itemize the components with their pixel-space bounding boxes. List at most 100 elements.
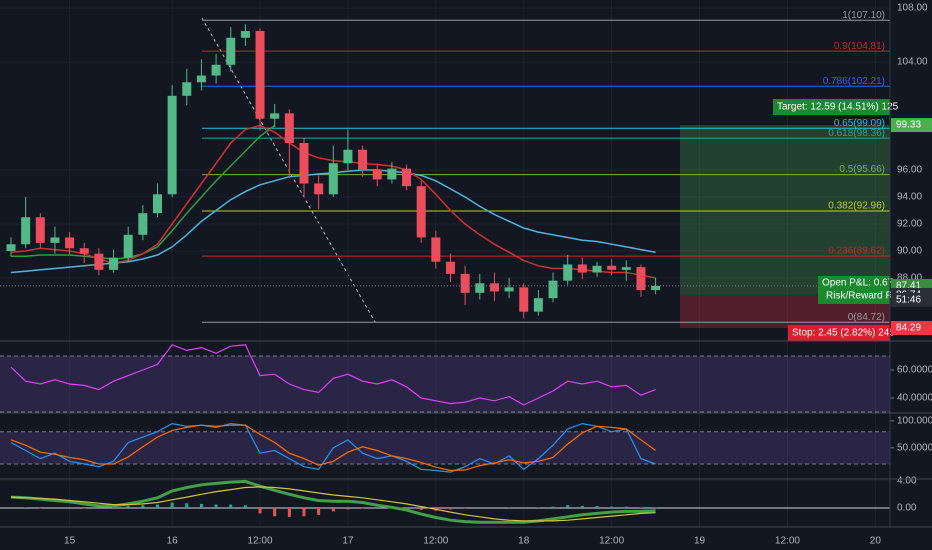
histogram-bar xyxy=(361,507,365,509)
histogram-bar xyxy=(405,507,409,509)
candle-body xyxy=(489,283,499,292)
histogram-bar xyxy=(185,503,189,508)
histogram-bar xyxy=(273,507,277,517)
y-tick-label: 0.00 xyxy=(897,503,917,514)
indicator-line xyxy=(10,424,656,472)
x-tick-label: 15 xyxy=(64,536,76,547)
histogram-bar xyxy=(317,507,321,515)
histogram-bar xyxy=(38,507,42,509)
candle-body xyxy=(65,237,75,249)
candle-body xyxy=(504,287,514,292)
candle-body xyxy=(123,234,133,258)
histogram-bar xyxy=(112,507,116,508)
histogram-bar xyxy=(214,504,218,508)
candle-body xyxy=(475,283,485,293)
timer-box xyxy=(891,292,932,307)
candle-body xyxy=(255,31,265,119)
stop-label: Stop: 2.45 (2.82%) 245 xyxy=(792,328,895,339)
candle-body xyxy=(651,285,661,291)
countdown-timer: 51:46 xyxy=(896,295,921,306)
histogram-bar xyxy=(580,505,584,508)
pnl-box xyxy=(818,275,890,304)
y-tick-label: 50.0000 xyxy=(897,442,932,453)
x-tick-label: 12:00 xyxy=(599,536,624,547)
candle-body xyxy=(182,82,192,96)
histogram-bar xyxy=(507,507,511,508)
histogram-bar xyxy=(126,505,130,508)
fib-label: 0.382(92.96) xyxy=(828,201,885,212)
histogram-bar xyxy=(331,507,335,512)
histogram-bar xyxy=(610,506,614,508)
x-tick-label: 12:00 xyxy=(248,536,273,547)
fib-label: 0.618(98.36) xyxy=(828,128,885,139)
histogram-bar xyxy=(287,507,291,517)
y-tick-label: 108.00 xyxy=(897,3,928,14)
candle-body xyxy=(460,273,470,293)
candle-body xyxy=(387,168,397,180)
candle-body xyxy=(328,163,338,195)
target-label: Target: 12.59 (14.51%) 125 xyxy=(777,102,899,113)
candle-body xyxy=(519,287,529,312)
fib-label: 1(107.10) xyxy=(842,10,885,21)
histogram-bar xyxy=(229,504,233,508)
y-tick-label: 100.0000 xyxy=(897,416,932,427)
target-zone xyxy=(680,125,890,295)
histogram-bar xyxy=(624,506,628,508)
histogram-bar xyxy=(654,507,658,508)
macd-line xyxy=(10,486,656,522)
candle-body xyxy=(314,183,324,195)
indicator-band xyxy=(0,356,890,412)
candle-body xyxy=(270,113,280,119)
candle-body xyxy=(607,265,617,270)
x-tick-label: 20 xyxy=(870,536,882,547)
histogram-bar xyxy=(155,504,159,508)
histogram-bar xyxy=(302,507,306,517)
candle-body xyxy=(445,261,455,274)
histogram-bar xyxy=(24,507,28,508)
y-tick-label: 4.00 xyxy=(897,475,917,486)
histogram-bar xyxy=(141,505,145,508)
histogram-bar xyxy=(346,507,350,510)
candle-body xyxy=(167,95,177,195)
candle-body xyxy=(299,143,309,184)
candle-body xyxy=(35,217,45,243)
histogram-bar xyxy=(199,503,203,508)
candle-body xyxy=(240,31,250,38)
histogram-bar xyxy=(595,505,599,508)
candle-body xyxy=(211,64,221,76)
candle-body xyxy=(563,264,573,281)
indicator-band xyxy=(0,431,890,464)
indicator-line xyxy=(10,344,656,406)
y-tick-label: 60.0000 xyxy=(897,365,932,376)
y-tick-label: 104.00 xyxy=(897,57,928,68)
candle-body xyxy=(152,194,162,214)
candle-body xyxy=(226,37,236,65)
candle-body xyxy=(343,149,353,164)
y-tick-label: 90.00 xyxy=(897,246,922,257)
price-tag xyxy=(891,320,932,335)
y-tick-label: 40.0000 xyxy=(897,393,932,404)
histogram-bar xyxy=(82,507,86,509)
candle-body xyxy=(416,186,426,238)
candle-body xyxy=(577,264,587,273)
candle-body xyxy=(21,217,31,245)
price-tag-label: 87.41 xyxy=(896,281,921,292)
x-tick-label: 12:00 xyxy=(775,536,800,547)
macd-line xyxy=(10,479,656,524)
candle-body xyxy=(621,267,631,270)
histogram-bar xyxy=(639,507,643,508)
y-tick-label: 96.00 xyxy=(897,165,922,176)
histogram-bar xyxy=(463,507,467,509)
fib-label: 0.786(102.21) xyxy=(823,76,885,87)
candle-body xyxy=(431,237,441,262)
histogram-bar xyxy=(170,502,174,508)
x-tick-label: 18 xyxy=(518,536,530,547)
y-tick-label: 92.00 xyxy=(897,219,922,230)
histogram-bar xyxy=(243,505,247,508)
histogram-bar xyxy=(551,506,555,508)
fib-label: 0.5(95.66) xyxy=(839,164,885,175)
fib-label: 0.236(89.62) xyxy=(828,246,885,257)
candle-body xyxy=(533,298,543,312)
